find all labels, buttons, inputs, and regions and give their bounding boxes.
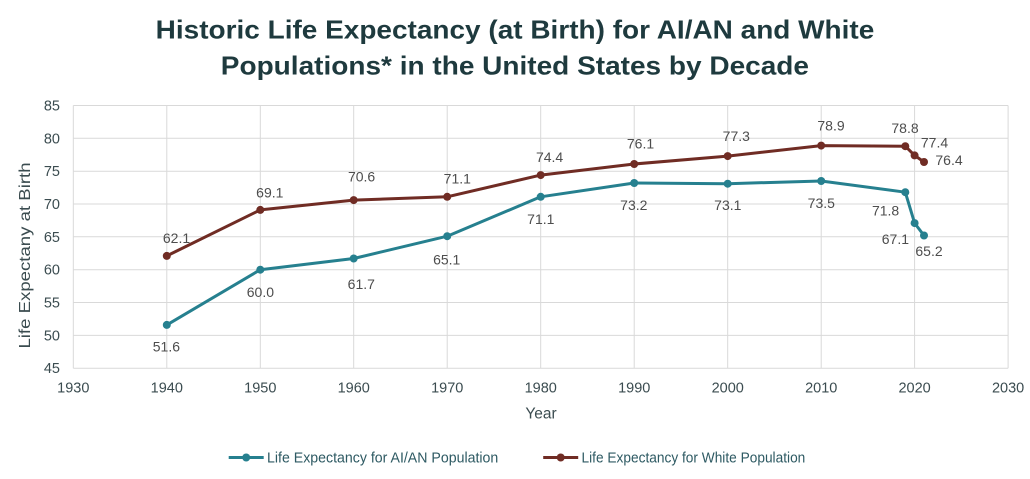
svg-text:2000: 2000 — [712, 381, 744, 397]
svg-text:Populations* in the United Sta: Populations* in the United States by Dec… — [221, 50, 809, 80]
svg-text:71.1: 71.1 — [527, 211, 554, 227]
svg-text:1940: 1940 — [151, 381, 183, 397]
svg-text:70.6: 70.6 — [348, 169, 375, 185]
svg-text:2030: 2030 — [992, 381, 1024, 397]
svg-text:65: 65 — [44, 230, 60, 246]
svg-text:50: 50 — [44, 328, 60, 344]
svg-text:77.3: 77.3 — [723, 128, 750, 144]
svg-text:60: 60 — [44, 263, 60, 279]
svg-text:75: 75 — [44, 164, 60, 180]
svg-text:Year: Year — [525, 406, 556, 423]
svg-text:78.9: 78.9 — [817, 118, 844, 134]
svg-text:1980: 1980 — [525, 381, 557, 397]
svg-text:62.1: 62.1 — [163, 230, 190, 246]
svg-text:60.0: 60.0 — [247, 284, 274, 300]
svg-text:Life Expectany at Birth: Life Expectany at Birth — [17, 162, 34, 348]
svg-text:1990: 1990 — [618, 381, 650, 397]
svg-text:76.4: 76.4 — [935, 152, 962, 168]
svg-text:78.8: 78.8 — [891, 120, 918, 136]
svg-text:1930: 1930 — [57, 381, 89, 397]
svg-text:77.4: 77.4 — [921, 135, 948, 151]
svg-text:71.1: 71.1 — [444, 171, 471, 187]
svg-text:73.1: 73.1 — [714, 197, 741, 213]
svg-text:65.1: 65.1 — [433, 252, 460, 268]
svg-text:Historic Life Expectancy (at B: Historic Life Expectancy (at Birth) for … — [156, 15, 875, 45]
svg-text:69.1: 69.1 — [256, 185, 283, 201]
svg-text:71.8: 71.8 — [872, 203, 899, 219]
svg-text:85: 85 — [44, 99, 60, 115]
svg-text:Life Expectancy for White Popu: Life Expectancy for White Population — [582, 451, 806, 467]
svg-text:Life Expectancy for AI/AN Popu: Life Expectancy for AI/AN Population — [267, 451, 498, 467]
svg-text:73.5: 73.5 — [808, 195, 835, 211]
svg-text:1970: 1970 — [431, 381, 463, 397]
svg-text:55: 55 — [44, 296, 60, 312]
svg-text:80: 80 — [44, 131, 60, 147]
svg-text:51.6: 51.6 — [153, 339, 180, 355]
svg-text:74.4: 74.4 — [536, 149, 563, 165]
svg-text:61.7: 61.7 — [348, 276, 375, 292]
svg-text:2010: 2010 — [805, 381, 837, 397]
svg-text:65.2: 65.2 — [915, 243, 942, 259]
svg-text:76.1: 76.1 — [627, 136, 654, 152]
svg-text:1960: 1960 — [338, 381, 370, 397]
svg-text:1950: 1950 — [244, 381, 276, 397]
svg-text:73.2: 73.2 — [620, 197, 647, 213]
svg-text:70: 70 — [44, 197, 60, 213]
svg-text:45: 45 — [44, 361, 60, 377]
svg-text:67.1: 67.1 — [882, 231, 909, 247]
svg-text:2020: 2020 — [898, 381, 930, 397]
